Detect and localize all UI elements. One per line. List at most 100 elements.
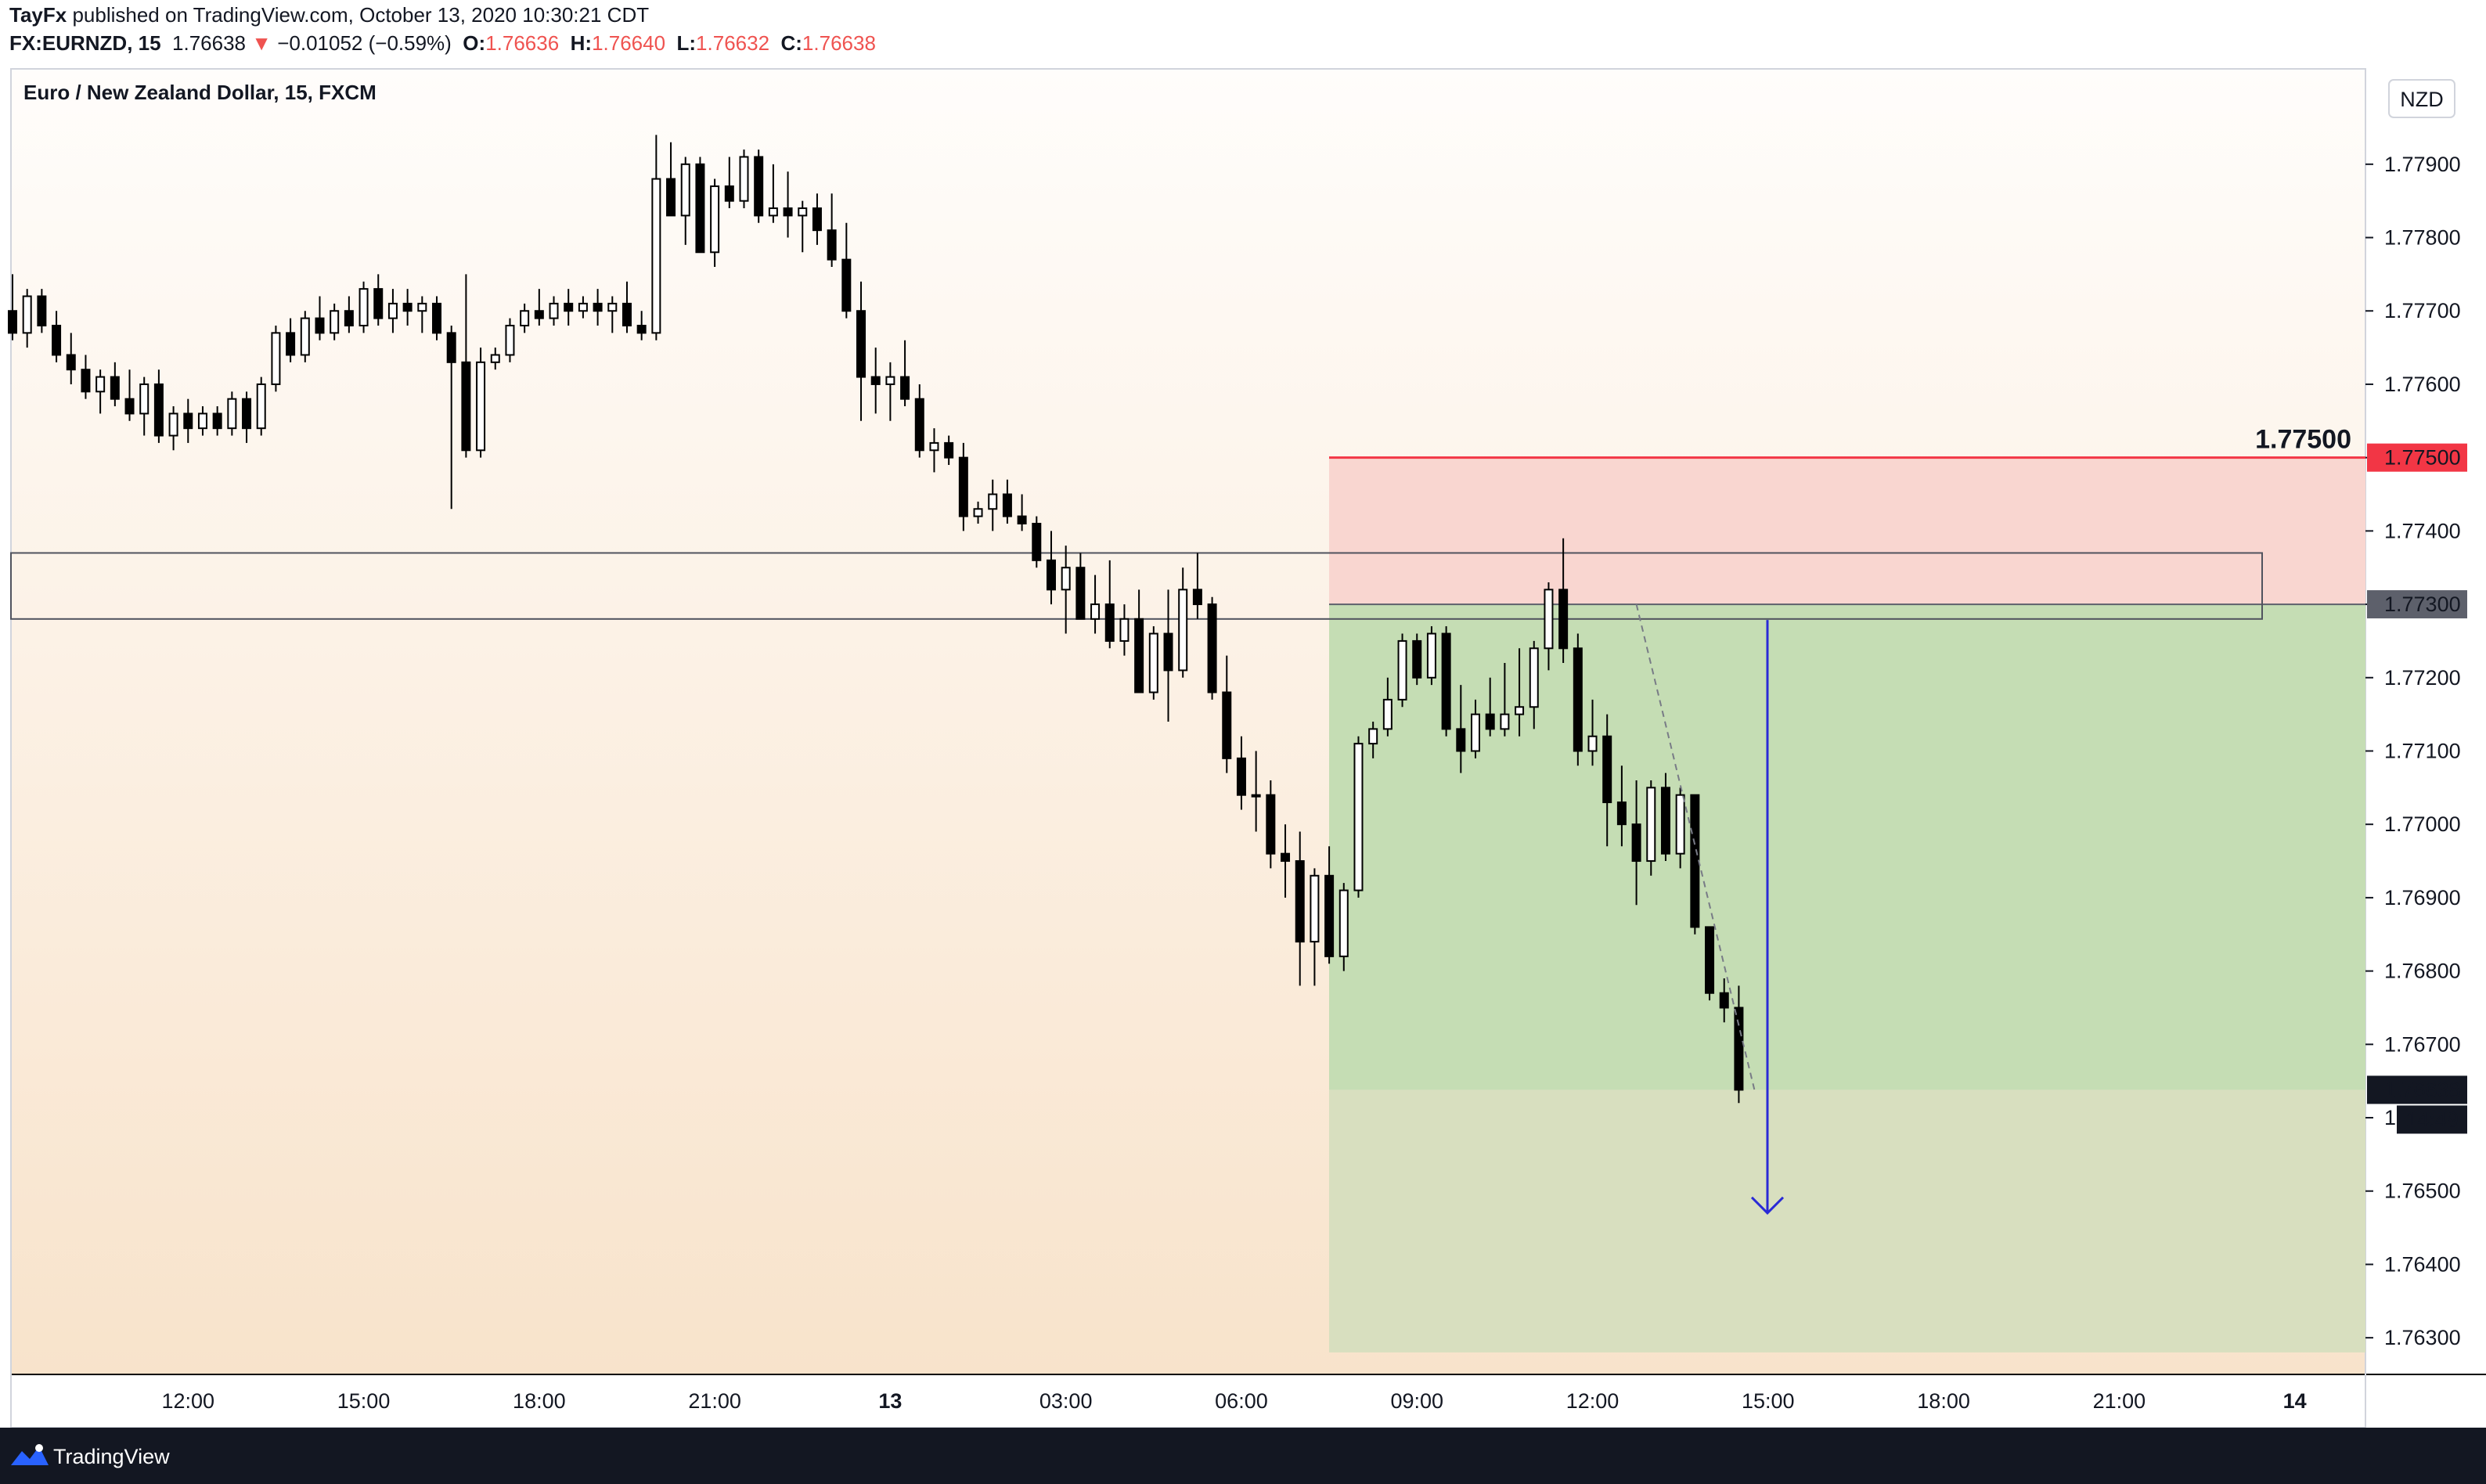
- candle-up[interactable]: [22, 295, 32, 334]
- candle-up[interactable]: [330, 310, 340, 334]
- candle-down[interactable]: [812, 207, 822, 232]
- candle-down[interactable]: [636, 324, 647, 334]
- candle-up[interactable]: [387, 302, 398, 319]
- candle-up[interactable]: [1382, 698, 1393, 730]
- candle-down[interactable]: [1631, 823, 1641, 863]
- candle-up[interactable]: [1148, 632, 1158, 693]
- target-zone[interactable]: [1329, 1090, 2365, 1353]
- candle-down[interactable]: [564, 302, 574, 312]
- price-chart[interactable]: 1.77900 1.77800 1.77700 1.77600 1.77500 1.774…: [0, 63, 2486, 1428]
- candle-up[interactable]: [1515, 706, 1525, 715]
- candle-down[interactable]: [1441, 632, 1451, 730]
- stop-loss-zone[interactable]: [1329, 457, 2365, 605]
- candle-down[interactable]: [944, 441, 954, 459]
- candle-down[interactable]: [1558, 589, 1569, 650]
- candle-up[interactable]: [680, 163, 690, 217]
- candle-down[interactable]: [212, 412, 222, 430]
- profit-zone[interactable]: [1329, 604, 2365, 1090]
- candle-down[interactable]: [8, 310, 17, 334]
- candle-up[interactable]: [768, 207, 778, 217]
- candle-up[interactable]: [1061, 567, 1071, 591]
- candle-up[interactable]: [1353, 743, 1364, 891]
- down-arrow-head-icon[interactable]: [1750, 1196, 1785, 1215]
- candle-down[interactable]: [1705, 926, 1715, 994]
- candle-down[interactable]: [242, 398, 252, 430]
- candle-down[interactable]: [1163, 632, 1173, 672]
- candle-up[interactable]: [988, 493, 998, 510]
- candle-up[interactable]: [505, 324, 515, 356]
- candle-down[interactable]: [534, 310, 544, 319]
- candle-up[interactable]: [798, 207, 808, 217]
- candle-up[interactable]: [1426, 632, 1436, 679]
- candle-up[interactable]: [710, 185, 720, 254]
- candle-down[interactable]: [1032, 522, 1042, 561]
- candle-up[interactable]: [651, 178, 661, 334]
- candle-down[interactable]: [1734, 1007, 1744, 1091]
- candle-down[interactable]: [695, 163, 705, 254]
- candle-up[interactable]: [417, 302, 427, 312]
- candle-up[interactable]: [1675, 794, 1685, 855]
- candle-down[interactable]: [153, 383, 164, 437]
- candle-down[interactable]: [110, 376, 120, 400]
- candle-up[interactable]: [95, 376, 106, 393]
- candle-down[interactable]: [666, 178, 676, 217]
- candle-up[interactable]: [1310, 874, 1320, 943]
- candle-down[interactable]: [344, 310, 354, 326]
- candle-up[interactable]: [197, 412, 207, 430]
- candle-down[interactable]: [402, 302, 413, 312]
- candle-up[interactable]: [139, 383, 150, 415]
- candle-up[interactable]: [1178, 589, 1188, 672]
- candle-down[interactable]: [1295, 860, 1305, 943]
- candle-down[interactable]: [1017, 515, 1027, 524]
- candle-down[interactable]: [622, 302, 632, 326]
- candle-up[interactable]: [578, 302, 588, 312]
- candle-up[interactable]: [1500, 713, 1510, 730]
- candle-down[interactable]: [958, 456, 968, 517]
- candle-down[interactable]: [461, 361, 471, 452]
- candle-down[interactable]: [856, 310, 866, 378]
- candle-down[interactable]: [286, 332, 296, 356]
- candle-down[interactable]: [1002, 493, 1012, 517]
- candle-up[interactable]: [549, 302, 559, 319]
- candle-down[interactable]: [1412, 639, 1422, 679]
- candle-up[interactable]: [739, 156, 749, 202]
- candle-up[interactable]: [1119, 618, 1130, 642]
- candle-down[interactable]: [783, 207, 793, 217]
- candle-up[interactable]: [520, 310, 530, 326]
- candle-up[interactable]: [1529, 647, 1539, 708]
- candle-down[interactable]: [1075, 567, 1086, 620]
- candle-down[interactable]: [1104, 603, 1115, 642]
- candle-up[interactable]: [300, 317, 310, 356]
- candle-down[interactable]: [1602, 735, 1612, 804]
- candle-down[interactable]: [1485, 713, 1495, 730]
- candle-down[interactable]: [870, 376, 881, 385]
- candle-down[interactable]: [1236, 757, 1246, 796]
- candle-down[interactable]: [124, 398, 135, 415]
- candle-down[interactable]: [1046, 559, 1056, 591]
- candle-down[interactable]: [841, 258, 852, 312]
- candle-up[interactable]: [271, 332, 281, 385]
- candle-down[interactable]: [1324, 874, 1335, 957]
- candle-up[interactable]: [885, 376, 895, 385]
- candle-down[interactable]: [432, 302, 442, 334]
- candle-down[interactable]: [1616, 801, 1627, 826]
- candle-up[interactable]: [256, 383, 266, 430]
- candle-down[interactable]: [593, 302, 603, 312]
- candle-down[interactable]: [66, 354, 76, 371]
- candle-up[interactable]: [1471, 713, 1480, 752]
- candle-up[interactable]: [1646, 787, 1656, 863]
- candle-down[interactable]: [315, 317, 325, 334]
- candle-down[interactable]: [1281, 852, 1291, 863]
- candle-down[interactable]: [1192, 589, 1202, 606]
- candle-down[interactable]: [446, 332, 456, 363]
- candle-up[interactable]: [1090, 603, 1101, 620]
- candle-down[interactable]: [1719, 992, 1729, 1009]
- candle-up[interactable]: [929, 441, 939, 452]
- candle-down[interactable]: [1207, 603, 1217, 693]
- candle-up[interactable]: [227, 398, 237, 430]
- candle-up[interactable]: [607, 302, 618, 312]
- candle-down[interactable]: [914, 398, 924, 452]
- candle-down[interactable]: [183, 412, 193, 430]
- candle-down[interactable]: [1134, 618, 1144, 693]
- candle-up[interactable]: [1587, 735, 1598, 752]
